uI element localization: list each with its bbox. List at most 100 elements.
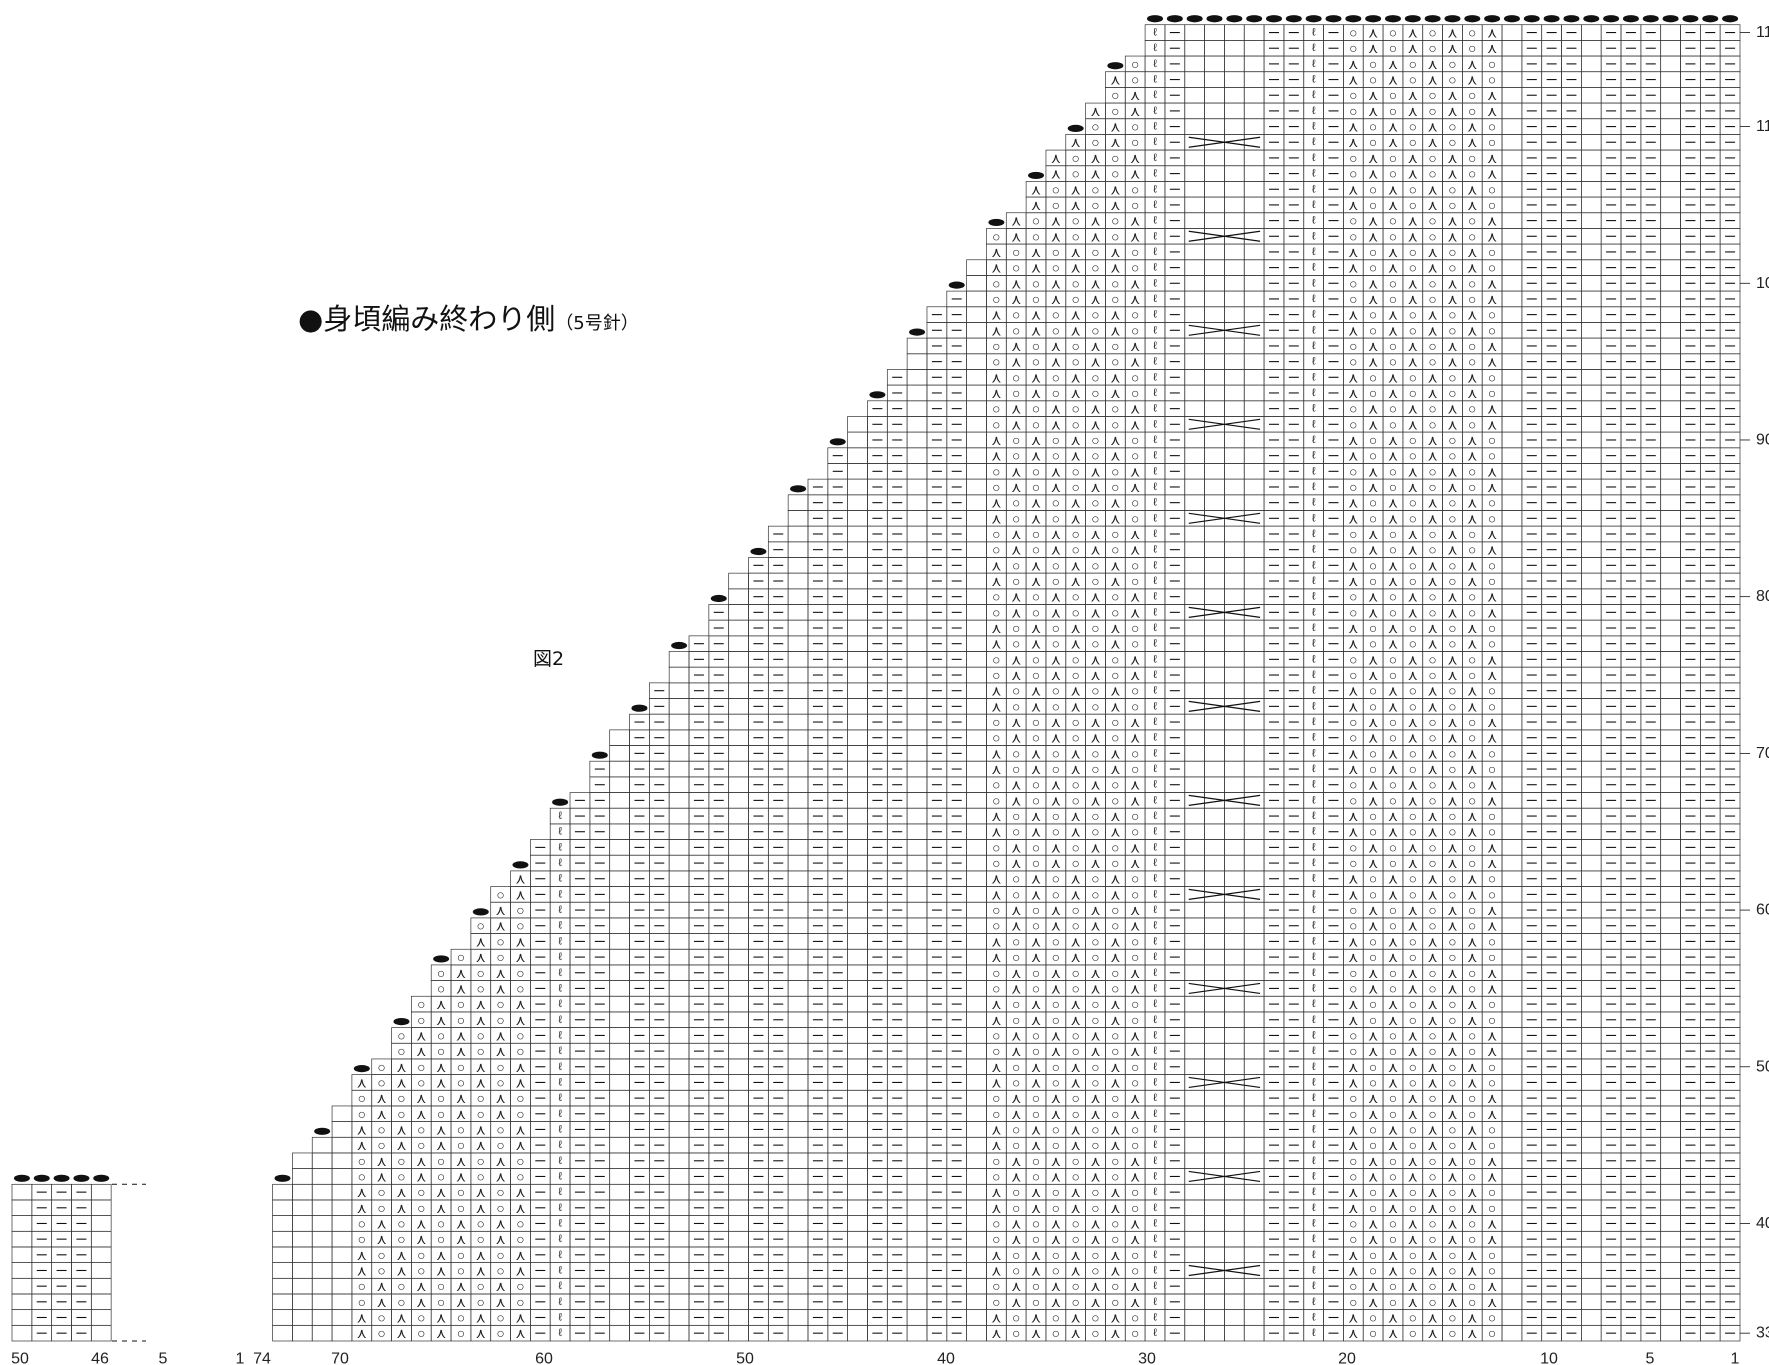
grid-cell <box>1204 243 1225 261</box>
grid-cell <box>1204 1309 1225 1326</box>
grid-cell <box>1204 181 1225 198</box>
grid-cell <box>668 666 690 684</box>
grid-cell <box>668 776 690 793</box>
grid-cell <box>728 854 749 872</box>
grid-cell <box>668 980 690 997</box>
grid-cell <box>1204 337 1225 355</box>
grid-cell <box>1660 447 1681 464</box>
grid-cell <box>668 995 690 1013</box>
grid-cell <box>966 964 987 981</box>
grid-cell <box>787 1136 809 1154</box>
grid-cell <box>1184 384 1205 402</box>
grid-cell <box>90 1309 112 1326</box>
grid-cell <box>847 1215 868 1232</box>
grid-cell <box>906 1121 928 1138</box>
grid-cell <box>1581 1105 1602 1122</box>
grid-cell <box>1243 525 1265 543</box>
grid-cell <box>966 572 987 590</box>
grid-cell <box>311 1199 333 1216</box>
grid-cell <box>1501 55 1523 73</box>
grid-cell <box>1184 823 1205 840</box>
grid-cell <box>728 666 749 684</box>
grid-cell <box>1660 713 1681 731</box>
grid-cell <box>1501 118 1523 135</box>
grid-cell <box>906 760 928 778</box>
grid-cell <box>1501 541 1523 558</box>
grid-cell <box>787 1183 809 1201</box>
grid-cell <box>966 290 987 308</box>
grid-cell <box>1224 149 1245 167</box>
grid-cell <box>1660 964 1681 981</box>
grid-cell <box>668 823 690 840</box>
grid-cell <box>1184 431 1205 449</box>
grid-cell <box>1660 933 1681 950</box>
grid-cell <box>1184 1183 1205 1201</box>
grid-cell <box>787 1293 809 1311</box>
grid-cell <box>668 1121 690 1138</box>
grid-cell <box>1184 1309 1205 1326</box>
grid-cell <box>1581 886 1602 903</box>
grid-cell <box>90 1277 112 1295</box>
grid-cell <box>1184 134 1205 151</box>
grid-cell <box>609 870 630 887</box>
grid-cell <box>1501 306 1523 323</box>
grid-cell <box>1224 212 1245 229</box>
grid-cell <box>847 431 868 449</box>
grid-cell <box>1243 619 1265 637</box>
grid-cell <box>1204 1027 1225 1044</box>
grid-cell <box>1581 149 1602 167</box>
grid-cell <box>847 1074 868 1091</box>
grid-cell <box>1204 964 1225 981</box>
grid-cell <box>609 792 630 809</box>
grid-cell <box>728 823 749 840</box>
grid-cell <box>847 604 868 621</box>
grid-cell <box>906 541 928 558</box>
grid-cell <box>728 1309 749 1326</box>
grid-cell <box>1204 713 1225 731</box>
grid-cell <box>787 1058 809 1075</box>
grid-cell <box>1204 1121 1225 1138</box>
grid-cell <box>1224 431 1245 449</box>
grid-cell <box>1184 228 1205 245</box>
grid-cell <box>1501 776 1523 793</box>
grid-cell <box>1501 933 1523 950</box>
grid-cell <box>1501 980 1523 997</box>
grid-cell <box>1243 1027 1265 1044</box>
grid-cell <box>787 1246 809 1263</box>
grid-cell <box>1204 619 1225 637</box>
grid-cell <box>311 1324 333 1342</box>
grid-cell <box>906 713 928 731</box>
grid-cell <box>787 870 809 887</box>
grid-cell <box>1660 901 1681 919</box>
grid-cell <box>966 604 987 621</box>
grid-cell <box>847 698 868 715</box>
grid-cell <box>728 901 749 919</box>
grid-cell <box>1204 494 1225 511</box>
grid-cell <box>1184 1011 1205 1028</box>
grid-cell <box>1204 760 1225 778</box>
grid-cell <box>1243 572 1265 590</box>
grid-cell <box>906 1293 928 1311</box>
grid-cell <box>1204 384 1225 402</box>
grid-cell <box>1243 181 1265 198</box>
grid-cell <box>1581 1058 1602 1075</box>
grid-cell <box>668 713 690 731</box>
grid-cell <box>847 666 868 684</box>
grid-cell <box>1501 698 1523 715</box>
grid-cell <box>1243 886 1265 903</box>
grid-cell <box>1184 682 1205 699</box>
grid-cell <box>906 353 928 370</box>
grid-cell <box>11 1183 33 1201</box>
grid-cell <box>1224 353 1245 370</box>
grid-cell <box>847 823 868 840</box>
grid-cell <box>1243 666 1265 684</box>
grid-cell <box>1581 917 1602 934</box>
grid-cell <box>1243 588 1265 605</box>
grid-cell <box>1581 447 1602 464</box>
grid-cell <box>847 463 868 480</box>
grid-cell <box>787 1152 809 1169</box>
grid-cell <box>1660 259 1681 276</box>
grid-cell <box>966 870 987 887</box>
grid-cell <box>847 1027 868 1044</box>
grid-cell <box>966 1183 987 1201</box>
